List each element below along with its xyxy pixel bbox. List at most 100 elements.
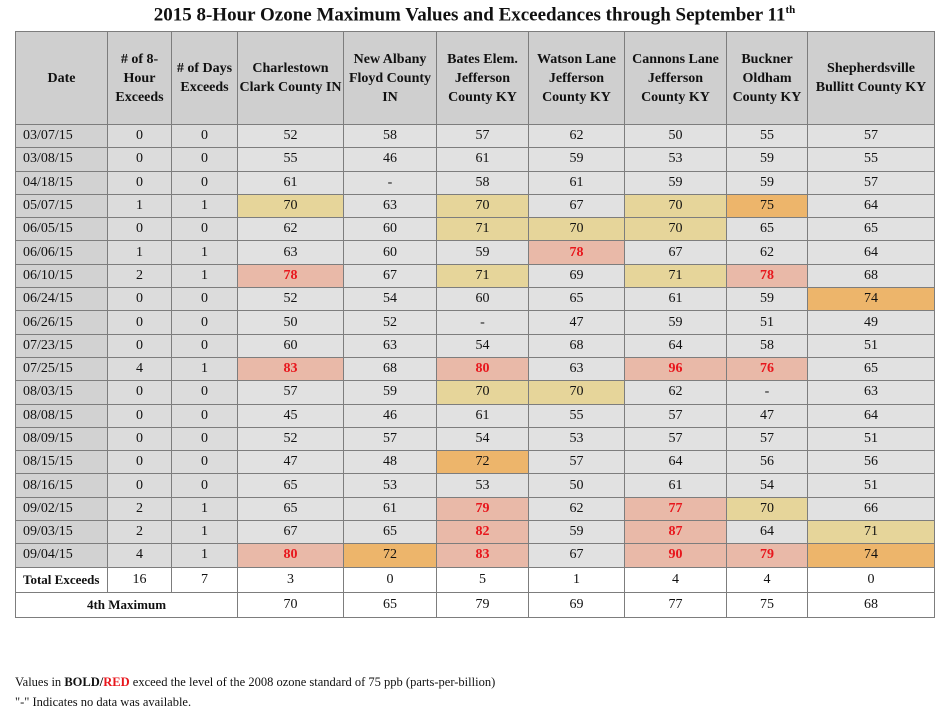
- ozone-value-cell: 70: [726, 496, 808, 522]
- ozone-value-cell: 56: [726, 450, 808, 475]
- ozone-value-cell: 80: [436, 356, 529, 382]
- ozone-value-cell: 53: [436, 473, 529, 498]
- ozone-value-cell: 46: [343, 147, 437, 172]
- table-row: 08/09/15 0 0 52 57 54 53 57 57 51: [15, 426, 935, 452]
- ozone-value-cell: 51: [726, 310, 808, 335]
- ozone-value-cell: 54: [726, 473, 808, 498]
- row-days-exceeds: 1: [171, 263, 238, 289]
- ozone-value-cell: 59: [726, 170, 808, 195]
- ozone-value-cell: 72: [343, 543, 437, 568]
- row-days-exceeds: 0: [171, 450, 238, 475]
- table-row: 09/03/15 2 1 67 65 82 59 87 64 71: [15, 520, 935, 545]
- row-days-exceeds: 0: [171, 287, 238, 312]
- ozone-value-cell: 68: [807, 263, 935, 289]
- row-days-exceeds: 1: [171, 496, 238, 522]
- ozone-value-cell: 47: [237, 450, 344, 475]
- ozone-value-cell: 62: [237, 217, 344, 242]
- ozone-value-cell: 57: [624, 403, 727, 428]
- footnote-standard: Values in BOLD/RED exceed the level of t…: [15, 675, 496, 689]
- ozone-value-cell: 54: [436, 426, 529, 452]
- table-row: 06/24/15 0 0 52 54 60 65 61 59 74: [15, 287, 935, 312]
- ozone-value-cell: 62: [528, 123, 625, 149]
- ozone-value-cell: 63: [343, 193, 437, 219]
- total-value: 0: [807, 566, 935, 593]
- table-row: 04/18/15 0 0 61-58 61 59 59 57: [15, 170, 935, 195]
- row-days-exceeds: 0: [171, 403, 238, 428]
- table-row: 03/07/15 0 0 52 58 57 62 50 55 57: [15, 123, 935, 149]
- row-8hour-exceeds: 0: [107, 450, 172, 475]
- max-value: 75: [726, 591, 808, 618]
- ozone-value-cell: 80: [237, 543, 344, 568]
- total-days: 7: [171, 566, 238, 593]
- max-value: 70: [237, 591, 344, 618]
- ozone-value-cell: 68: [528, 333, 625, 358]
- ozone-value-cell: 96: [624, 356, 727, 382]
- table-row: 08/15/15 0 0 47 48 72 57 64 56 56: [15, 450, 935, 475]
- ozone-value-cell: 63: [237, 240, 344, 265]
- ozone-value-cell: 47: [528, 310, 625, 335]
- ozone-value-cell: 61: [624, 473, 727, 498]
- row-date: 03/07/15: [15, 123, 108, 149]
- ozone-value-cell: -: [726, 380, 808, 405]
- ozone-value-cell: 71: [436, 263, 529, 289]
- header-bates: Bates Elem. Jefferson County KY: [436, 31, 529, 125]
- ozone-value-cell: 63: [528, 356, 625, 382]
- ozone-value-cell: 67: [237, 520, 344, 545]
- ozone-value-cell: 75: [726, 193, 808, 219]
- table-row: 08/16/15 0 0 65 53 53 50 61 54 51: [15, 473, 935, 498]
- total-value: 4: [624, 566, 727, 593]
- ozone-value-cell: 53: [624, 147, 727, 172]
- ozone-value-cell: 78: [237, 263, 344, 289]
- ozone-value-cell: 60: [343, 217, 437, 242]
- ozone-value-cell: 58: [343, 123, 437, 149]
- row-date: 06/10/15: [15, 263, 108, 289]
- ozone-value-cell: 51: [807, 333, 935, 358]
- ozone-value-cell: 47: [726, 403, 808, 428]
- ozone-value-cell: 57: [237, 380, 344, 405]
- ozone-value-cell: 69: [528, 263, 625, 289]
- row-date: 08/09/15: [15, 426, 108, 452]
- ozone-value-cell: 70: [624, 193, 727, 219]
- row-days-exceeds: 0: [171, 170, 238, 195]
- header-row: Date # of 8-Hour Exceeds # of Days Excee…: [15, 31, 935, 125]
- ozone-value-cell: 64: [624, 333, 727, 358]
- row-days-exceeds: 0: [171, 217, 238, 242]
- ozone-table: Date # of 8-Hour Exceeds # of Days Excee…: [15, 31, 935, 618]
- ozone-value-cell: 70: [436, 380, 529, 405]
- ozone-value-cell: 66: [807, 496, 935, 522]
- header-watson-lane: Watson Lane Jefferson County KY: [528, 31, 625, 125]
- row-8hour-exceeds: 0: [107, 170, 172, 195]
- ozone-value-cell: 58: [726, 333, 808, 358]
- ozone-value-cell: 65: [343, 520, 437, 545]
- row-date: 03/08/15: [15, 147, 108, 172]
- ozone-value-cell: 83: [436, 543, 529, 568]
- ozone-value-cell: 78: [528, 240, 625, 265]
- row-days-exceeds: 0: [171, 380, 238, 405]
- table-row: 06/05/15 0 0 62 60 71 70 70 65 65: [15, 217, 935, 242]
- ozone-value-cell: 79: [436, 496, 529, 522]
- max-value: 79: [436, 591, 529, 618]
- ozone-value-cell: 57: [528, 450, 625, 475]
- ozone-value-cell: 48: [343, 450, 437, 475]
- row-8hour-exceeds: 1: [107, 240, 172, 265]
- ozone-value-cell: 60: [343, 240, 437, 265]
- ozone-value-cell: 57: [726, 426, 808, 452]
- table-row: 08/08/15 0 0 45 46 61 55 57 47 64: [15, 403, 935, 428]
- row-days-exceeds: 1: [171, 520, 238, 545]
- max-value: 77: [624, 591, 727, 618]
- ozone-value-cell: 61: [343, 496, 437, 522]
- table-row: 03/08/15 0 0 55 46 61 59 53 59 55: [15, 147, 935, 172]
- table-row: 07/25/15 4 1 83 68 80 63 96 76 65: [15, 356, 935, 382]
- ozone-value-cell: 53: [343, 473, 437, 498]
- total-label: Total Exceeds: [15, 566, 108, 593]
- ozone-value-cell: 57: [807, 170, 935, 195]
- ozone-value-cell: 70: [436, 193, 529, 219]
- total-value: 4: [726, 566, 808, 593]
- ozone-value-cell: 59: [528, 147, 625, 172]
- ozone-value-cell: 63: [807, 380, 935, 405]
- table-row: 09/04/15 4 1 80 72 83 67 90 79 74: [15, 543, 935, 568]
- ozone-value-cell: 55: [237, 147, 344, 172]
- ozone-value-cell: 65: [237, 496, 344, 522]
- table-row: 05/07/15 1 1 70 63 70 67 70 75 64: [15, 193, 935, 219]
- ozone-value-cell: 76: [726, 356, 808, 382]
